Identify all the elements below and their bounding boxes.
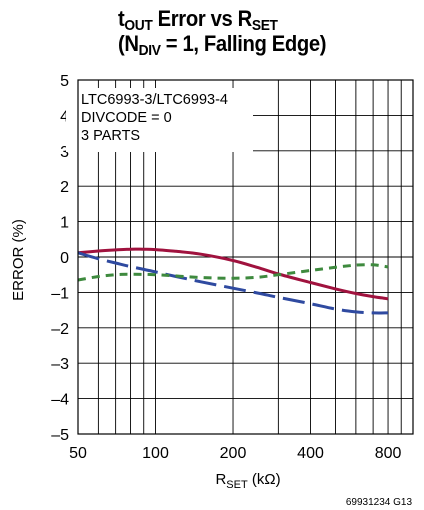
y-tick-label: –3	[51, 356, 69, 373]
x-tick-label: 400	[297, 445, 324, 462]
chart-title: tOUT Error vs RSET (NDIV = 1, Falling Ed…	[118, 6, 327, 59]
y-tick-label: 3	[60, 144, 69, 161]
y-tick-label: 0	[60, 250, 69, 267]
y-tick-label: 1	[60, 215, 69, 232]
x-tick-label: 800	[375, 445, 402, 462]
y-axis-label: ERROR (%)	[10, 219, 27, 301]
annotation-line: DIVCODE = 0	[81, 110, 172, 126]
y-tick-label: 2	[60, 179, 69, 196]
plot-frame	[77, 79, 414, 435]
series-line	[77, 263, 389, 282]
x-tick-labels: 50 100 200 400 800	[69, 445, 401, 462]
series-lines	[77, 247, 389, 315]
y-tick-label: –2	[51, 321, 69, 338]
y-tick-label: –1	[51, 285, 69, 302]
series-line	[77, 251, 389, 315]
title-line-1: tOUT Error vs RSET	[118, 6, 278, 34]
annotation-line: 3 PARTS	[81, 128, 140, 144]
x-tick-label: 100	[142, 445, 169, 462]
x-tick-label: 50	[69, 445, 87, 462]
annotation: LTC6993-3/LTC6993-4 DIVCODE = 0 3 PARTS	[81, 92, 228, 144]
x-tick-label: 200	[220, 445, 247, 462]
y-tick-label: –5	[51, 427, 69, 444]
title-line-2: (NDIV = 1, Falling Edge)	[118, 31, 327, 59]
y-tick-label: 4	[60, 108, 69, 125]
y-tick-label: –4	[51, 392, 69, 409]
annotation-box	[66, 88, 253, 152]
x-axis-label: RSET (kΩ)	[215, 471, 280, 491]
y-tick-label: 5	[60, 73, 69, 90]
annotation-line: LTC6993-3/LTC6993-4	[81, 92, 228, 108]
figure-id: 69931234 G13	[346, 497, 413, 508]
y-tick-labels: 5 4 3 2 1 0 –1 –2 –3 –4 –5	[51, 73, 69, 444]
series-line	[77, 247, 389, 301]
